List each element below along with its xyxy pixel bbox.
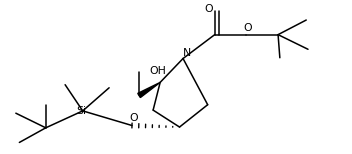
Text: Si: Si [76, 106, 86, 116]
Text: N: N [182, 48, 191, 58]
Text: OH: OH [150, 66, 166, 76]
Text: O: O [130, 113, 138, 123]
Text: O: O [204, 4, 213, 14]
Polygon shape [138, 82, 160, 98]
Text: O: O [244, 23, 252, 33]
